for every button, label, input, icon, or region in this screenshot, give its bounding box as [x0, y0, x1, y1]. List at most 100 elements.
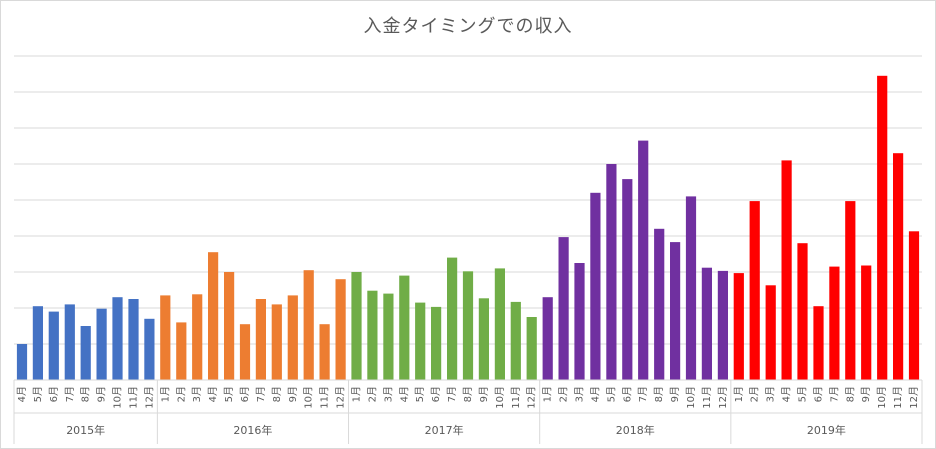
month-label: 2月 — [175, 386, 187, 402]
bar — [542, 297, 553, 380]
month-label: 7月 — [446, 386, 458, 402]
bar — [367, 290, 378, 380]
bar — [861, 265, 872, 380]
bar — [510, 301, 521, 380]
month-label: 5月 — [414, 386, 426, 402]
bar — [208, 252, 219, 380]
bar — [128, 299, 139, 380]
month-label: 1月 — [733, 386, 745, 402]
month-label: 11月 — [701, 386, 713, 409]
bar — [287, 295, 298, 380]
bar — [813, 306, 824, 380]
bar — [829, 266, 840, 380]
bar — [781, 160, 792, 380]
bar — [478, 298, 489, 380]
month-label: 10月 — [876, 386, 888, 409]
month-label: 10月 — [685, 386, 697, 409]
bar — [717, 270, 728, 380]
month-label: 6月 — [239, 386, 251, 402]
bar — [765, 285, 776, 380]
month-label: 2月 — [366, 386, 378, 402]
bar — [622, 179, 633, 380]
month-label: 6月 — [48, 386, 60, 402]
bar — [733, 273, 744, 380]
bar — [271, 304, 282, 380]
bar — [224, 272, 235, 380]
month-label: 10月 — [303, 386, 315, 409]
month-label: 6月 — [430, 386, 442, 402]
month-label: 1月 — [159, 386, 171, 402]
month-label: 8月 — [653, 386, 665, 402]
bar — [638, 140, 649, 380]
month-label: 8月 — [271, 386, 283, 402]
month-label: 2月 — [749, 386, 761, 402]
month-label: 9月 — [287, 386, 299, 402]
bar — [255, 299, 266, 380]
month-label: 1月 — [351, 386, 363, 402]
month-label: 11月 — [128, 386, 140, 409]
month-label: 5月 — [605, 386, 617, 402]
bar — [351, 272, 362, 380]
month-label: 3月 — [191, 386, 203, 402]
bar — [303, 270, 314, 380]
bar — [383, 293, 394, 380]
month-label: 3月 — [765, 386, 777, 402]
month-label: 4月 — [781, 386, 793, 402]
month-label: 5月 — [223, 386, 235, 402]
month-label: 9月 — [860, 386, 872, 402]
month-label: 5月 — [797, 386, 809, 402]
bar — [239, 324, 251, 380]
month-label: 7月 — [64, 386, 76, 402]
bar — [558, 237, 569, 380]
bar — [176, 322, 187, 380]
bar — [192, 294, 203, 380]
bar — [319, 324, 330, 380]
year-label: 2019年 — [807, 423, 846, 437]
month-label: 11月 — [510, 386, 522, 409]
month-label: 12月 — [143, 386, 155, 409]
month-label: 4月 — [398, 386, 410, 402]
bar — [447, 257, 458, 380]
bar — [112, 297, 123, 380]
bar — [877, 75, 888, 381]
month-label: 7月 — [255, 386, 267, 402]
chart-title: 入金タイミングでの収入 — [363, 16, 573, 37]
bar — [845, 201, 856, 380]
month-label: 6月 — [621, 386, 633, 402]
bar — [797, 243, 808, 380]
month-label: 8月 — [844, 386, 856, 402]
bar — [431, 306, 442, 380]
bar — [415, 302, 426, 380]
bar — [670, 242, 681, 380]
year-label: 2017年 — [425, 423, 464, 437]
month-label: 1月 — [542, 386, 554, 402]
month-label: 10月 — [112, 386, 124, 409]
year-label: 2016年 — [233, 423, 272, 437]
bar — [462, 271, 474, 380]
month-label: 3月 — [382, 386, 394, 402]
month-label: 4月 — [16, 386, 28, 402]
bar — [494, 268, 505, 380]
month-label: 10月 — [494, 386, 506, 409]
bar — [144, 318, 155, 380]
bar — [590, 192, 601, 380]
bar — [80, 326, 91, 380]
bar — [32, 306, 43, 380]
month-label: 12月 — [526, 386, 538, 409]
bar — [16, 344, 28, 380]
month-label: 11月 — [892, 386, 904, 409]
month-label: 11月 — [319, 386, 331, 409]
month-label: 8月 — [80, 386, 92, 402]
month-label: 7月 — [828, 386, 840, 402]
month-label: 4月 — [207, 386, 219, 402]
bar — [749, 201, 760, 380]
bar — [64, 304, 75, 380]
year-label: 2018年 — [616, 423, 655, 437]
bar — [526, 317, 537, 380]
month-label: 12月 — [908, 386, 920, 409]
month-label: 8月 — [462, 386, 474, 402]
month-label: 3月 — [574, 386, 586, 402]
bar — [48, 311, 59, 380]
bar — [654, 228, 665, 380]
